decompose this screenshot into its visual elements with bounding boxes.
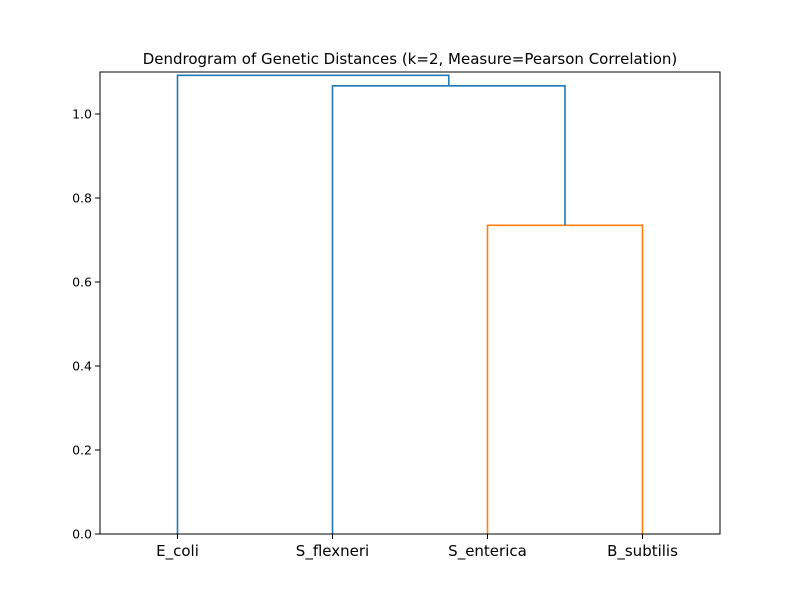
dendrogram-link-3 (176, 74, 450, 534)
axes-frame (99, 71, 721, 535)
dendrogram-links (176, 74, 644, 534)
y-axis: 0.0 0.2 0.4 0.6 0.8 1.0 (72, 107, 100, 542)
chart-title: Dendrogram of Genetic Distances (k=2, Me… (143, 50, 678, 68)
y-tick-label: 0.2 (72, 443, 92, 458)
x-axis: E_coli S_flexneri S_enterica B_subtilis (156, 534, 678, 561)
y-tick-label: 0.4 (72, 359, 92, 374)
leaf-label: E_coli (156, 542, 199, 561)
leaf-label: S_flexneri (296, 542, 369, 561)
leaf-label: B_subtilis (607, 542, 678, 561)
y-tick-label: 0.6 (72, 275, 92, 290)
y-tick-label: 0.0 (72, 527, 92, 542)
leaf-label: S_enterica (448, 542, 527, 561)
y-tick-label: 1.0 (72, 107, 92, 122)
y-tick-label: 0.8 (72, 191, 92, 206)
